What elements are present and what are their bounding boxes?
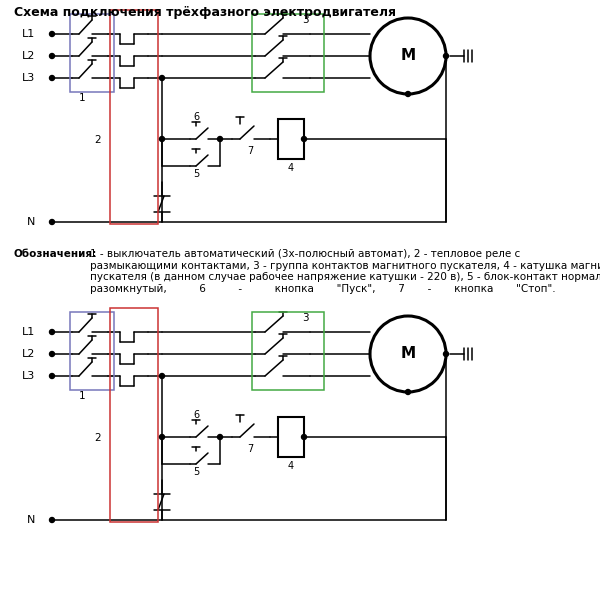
Text: M: M (400, 48, 416, 63)
Bar (70, 312, 114, 390)
Circle shape (160, 434, 164, 440)
Text: 2: 2 (95, 135, 101, 145)
Circle shape (49, 352, 55, 356)
Bar (278, 119, 304, 159)
Text: 1 - выключатель автоматический (3х-полюсный автомат), 2 - тепловое реле с
размык: 1 - выключатель автоматический (3х-полюс… (90, 249, 600, 294)
Circle shape (49, 76, 55, 80)
Text: 6: 6 (193, 112, 199, 122)
Text: L2: L2 (22, 349, 35, 359)
Circle shape (49, 31, 55, 36)
Text: 4: 4 (288, 461, 294, 471)
Text: L1: L1 (22, 327, 35, 337)
Text: L2: L2 (22, 51, 35, 61)
Bar (252, 14, 324, 92)
Bar (278, 417, 304, 457)
Text: 1: 1 (79, 391, 85, 401)
Circle shape (49, 330, 55, 335)
Text: 1: 1 (79, 93, 85, 103)
Bar (70, 14, 114, 92)
Text: 5: 5 (193, 169, 199, 179)
Circle shape (49, 54, 55, 59)
Circle shape (302, 137, 307, 141)
Text: 6: 6 (193, 410, 199, 420)
Circle shape (160, 373, 164, 379)
Text: N: N (26, 515, 35, 525)
Circle shape (160, 76, 164, 80)
Circle shape (443, 54, 449, 59)
Circle shape (160, 137, 164, 141)
Circle shape (406, 91, 410, 97)
Text: L3: L3 (22, 371, 35, 381)
Text: N: N (26, 217, 35, 227)
Text: Обозначения:: Обозначения: (14, 249, 97, 259)
Circle shape (49, 373, 55, 379)
Bar (110, 308, 158, 522)
Circle shape (302, 434, 307, 440)
Bar (252, 312, 324, 390)
Circle shape (218, 137, 223, 141)
Text: 5: 5 (193, 467, 199, 477)
Circle shape (406, 390, 410, 394)
Circle shape (443, 352, 449, 356)
Text: 7: 7 (247, 444, 253, 454)
Text: 2: 2 (95, 433, 101, 443)
Text: M: M (400, 347, 416, 362)
Text: L3: L3 (22, 73, 35, 83)
Text: Схема подключения трёхфазного электродвигателя: Схема подключения трёхфазного электродви… (14, 6, 396, 19)
Bar (110, 10, 158, 224)
Circle shape (218, 434, 223, 440)
Text: 3: 3 (302, 313, 308, 323)
Text: 4: 4 (288, 163, 294, 173)
Text: L1: L1 (22, 29, 35, 39)
Circle shape (49, 518, 55, 522)
Text: 3: 3 (302, 15, 308, 25)
Text: 7: 7 (247, 146, 253, 156)
Circle shape (49, 219, 55, 225)
